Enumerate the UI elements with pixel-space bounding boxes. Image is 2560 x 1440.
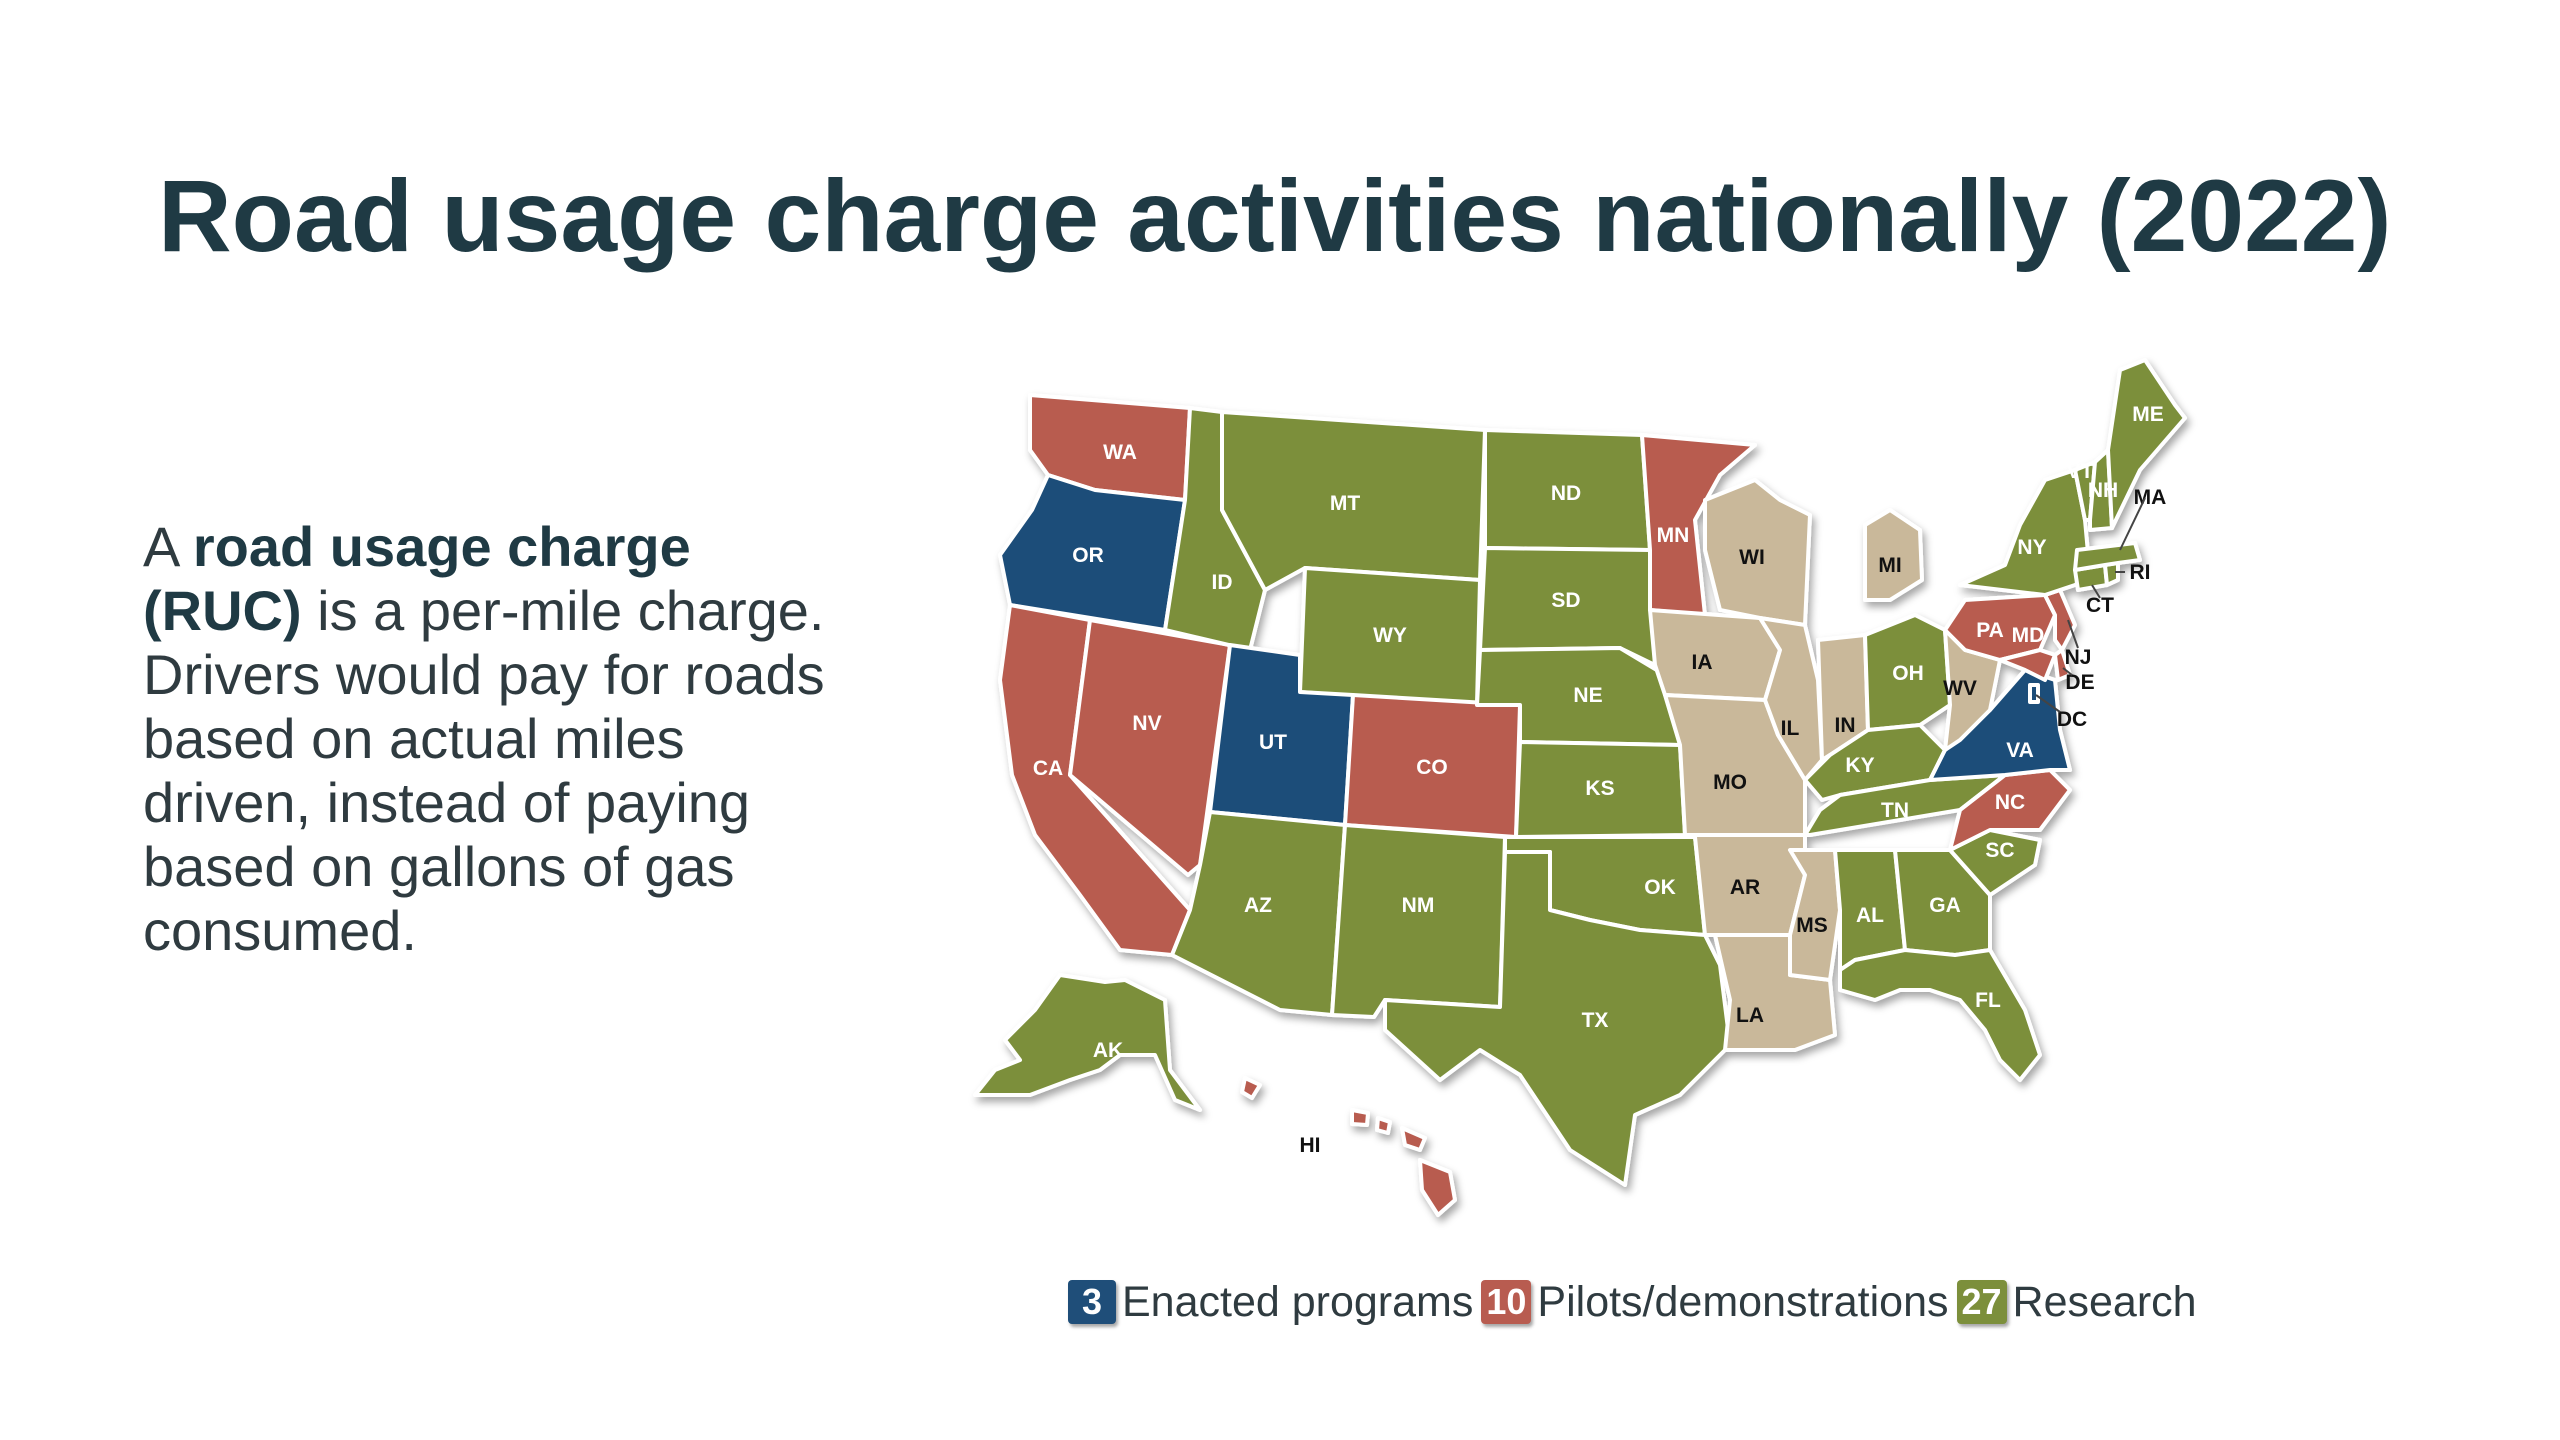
- state-label-oh: OH: [1892, 662, 1924, 685]
- state-mi: [1863, 508, 1924, 602]
- state-label-fl: FL: [1975, 989, 2001, 1012]
- state-label-tn: TN: [1881, 799, 1909, 822]
- state-label-mn: MN: [1657, 524, 1690, 547]
- state-mn: [1640, 433, 1757, 617]
- state-label-ga: GA: [1929, 894, 1961, 917]
- state-label-ut: UT: [1259, 731, 1287, 754]
- leader-line-dc: [2035, 694, 2061, 713]
- leader-line-ma: [2119, 497, 2146, 551]
- state-label-ky: KY: [1845, 754, 1874, 777]
- legend-label-pilot: Pilots/demonstrations: [1537, 1277, 1949, 1326]
- legend-item-research: 27 Research: [1956, 1277, 2205, 1327]
- leader-line-ct: [2091, 584, 2101, 599]
- state-me: [2106, 358, 2187, 530]
- state-label-pa: PA: [1976, 619, 2004, 642]
- state-hi: [1240, 1076, 1457, 1217]
- state-label-ia: IA: [1692, 651, 1713, 674]
- state-label-de: DE: [2065, 671, 2094, 694]
- state-label-in: IN: [1835, 714, 1856, 737]
- state-label-ct: CT: [2086, 594, 2114, 617]
- state-label-or: OR: [1072, 544, 1104, 567]
- state-ak: [973, 973, 1202, 1112]
- state-label-mt: MT: [1330, 492, 1360, 515]
- state-label-md: MD: [2012, 624, 2045, 647]
- state-label-ma: MA: [2134, 486, 2167, 509]
- state-label-ar: AR: [1730, 876, 1760, 899]
- leader-line-de: [2062, 667, 2073, 676]
- legend-label-research: Research: [2012, 1277, 2197, 1326]
- state-fl: [1838, 948, 2042, 1082]
- state-label-wa: WA: [1103, 441, 1137, 464]
- state-label-vt: VT: [2067, 460, 2094, 483]
- state-label-ok: OK: [1644, 876, 1676, 899]
- state-label-ny: NY: [2017, 536, 2046, 559]
- state-label-hi: HI: [1300, 1134, 1321, 1157]
- state-label-co: CO: [1416, 756, 1448, 779]
- state-label-nm: NM: [1402, 894, 1435, 917]
- state-label-nv: NV: [1132, 712, 1161, 735]
- legend-count-research: 27: [1956, 1280, 2007, 1324]
- leader-line-nj: [2067, 619, 2079, 649]
- page-title: Road usage charge activities nationally …: [158, 159, 2392, 273]
- state-label-me: ME: [2132, 403, 2164, 426]
- state-label-va: VA: [2006, 739, 2034, 762]
- state-label-dc: DC: [2057, 708, 2087, 731]
- state-ma: [2073, 541, 2142, 572]
- state-label-az: AZ: [1244, 894, 1272, 917]
- state-label-nc: NC: [1995, 791, 2025, 814]
- legend-count-pilot: 10: [1481, 1280, 1532, 1324]
- state-nm: [1330, 823, 1507, 1019]
- state-label-al: AL: [1856, 904, 1884, 927]
- state-label-mi: MI: [1878, 554, 1901, 577]
- state-label-nh: NH: [2088, 479, 2118, 502]
- state-label-wi: WI: [1739, 546, 1765, 569]
- state-ny: [1958, 468, 2092, 597]
- description-term: road usage charge (RUC): [143, 515, 691, 642]
- state-label-ca: CA: [1033, 757, 1063, 780]
- state-label-ri: RI: [2130, 561, 2151, 584]
- state-label-ks: KS: [1585, 777, 1614, 800]
- state-label-nj: NJ: [2065, 646, 2092, 669]
- legend-item-pilot: 10 Pilots/demonstrations: [1481, 1278, 1956, 1327]
- state-label-wv: WV: [1943, 677, 1977, 700]
- description-prefix: A: [143, 515, 193, 578]
- state-label-la: LA: [1736, 1004, 1764, 1027]
- map-legend: 3 Enacted programs 10 Pilots/demonstrations…: [1068, 1275, 2205, 1329]
- state-label-wy: WY: [1373, 624, 1407, 647]
- state-label-nd: ND: [1551, 482, 1581, 505]
- state-label-id: ID: [1212, 571, 1233, 594]
- state-de: [2053, 648, 2072, 682]
- state-label-ne: NE: [1573, 684, 1602, 707]
- state-label-tx: TX: [1582, 1009, 1609, 1032]
- state-ia: [1648, 608, 1782, 702]
- ruc-description: A road usage charge (RUC) is a per-mile …: [143, 515, 863, 963]
- description-body: is a per-mile charge. Drivers would pay …: [143, 579, 825, 962]
- legend-label-enacted: Enacted programs: [1122, 1277, 1474, 1326]
- state-tx: [1383, 850, 1732, 1187]
- legend-item-enacted: 3 Enacted programs: [1068, 1278, 1481, 1327]
- state-label-sd: SD: [1551, 589, 1580, 612]
- state-label-ms: MS: [1796, 914, 1828, 937]
- state-dc: [2028, 683, 2040, 704]
- state-label-sc: SC: [1985, 839, 2014, 862]
- legend-count-enacted: 3: [1068, 1280, 1116, 1324]
- us-state-map: WA OR CA NV ID MT WY UT CO AZ NM ND SD NE KS OK TX MN IA MO…: [973, 358, 2187, 1217]
- state-label-il: IL: [1781, 717, 1800, 740]
- state-nh: [2088, 448, 2114, 532]
- state-label-ak: AK: [1093, 1039, 1123, 1062]
- state-label-mo: MO: [1713, 771, 1747, 794]
